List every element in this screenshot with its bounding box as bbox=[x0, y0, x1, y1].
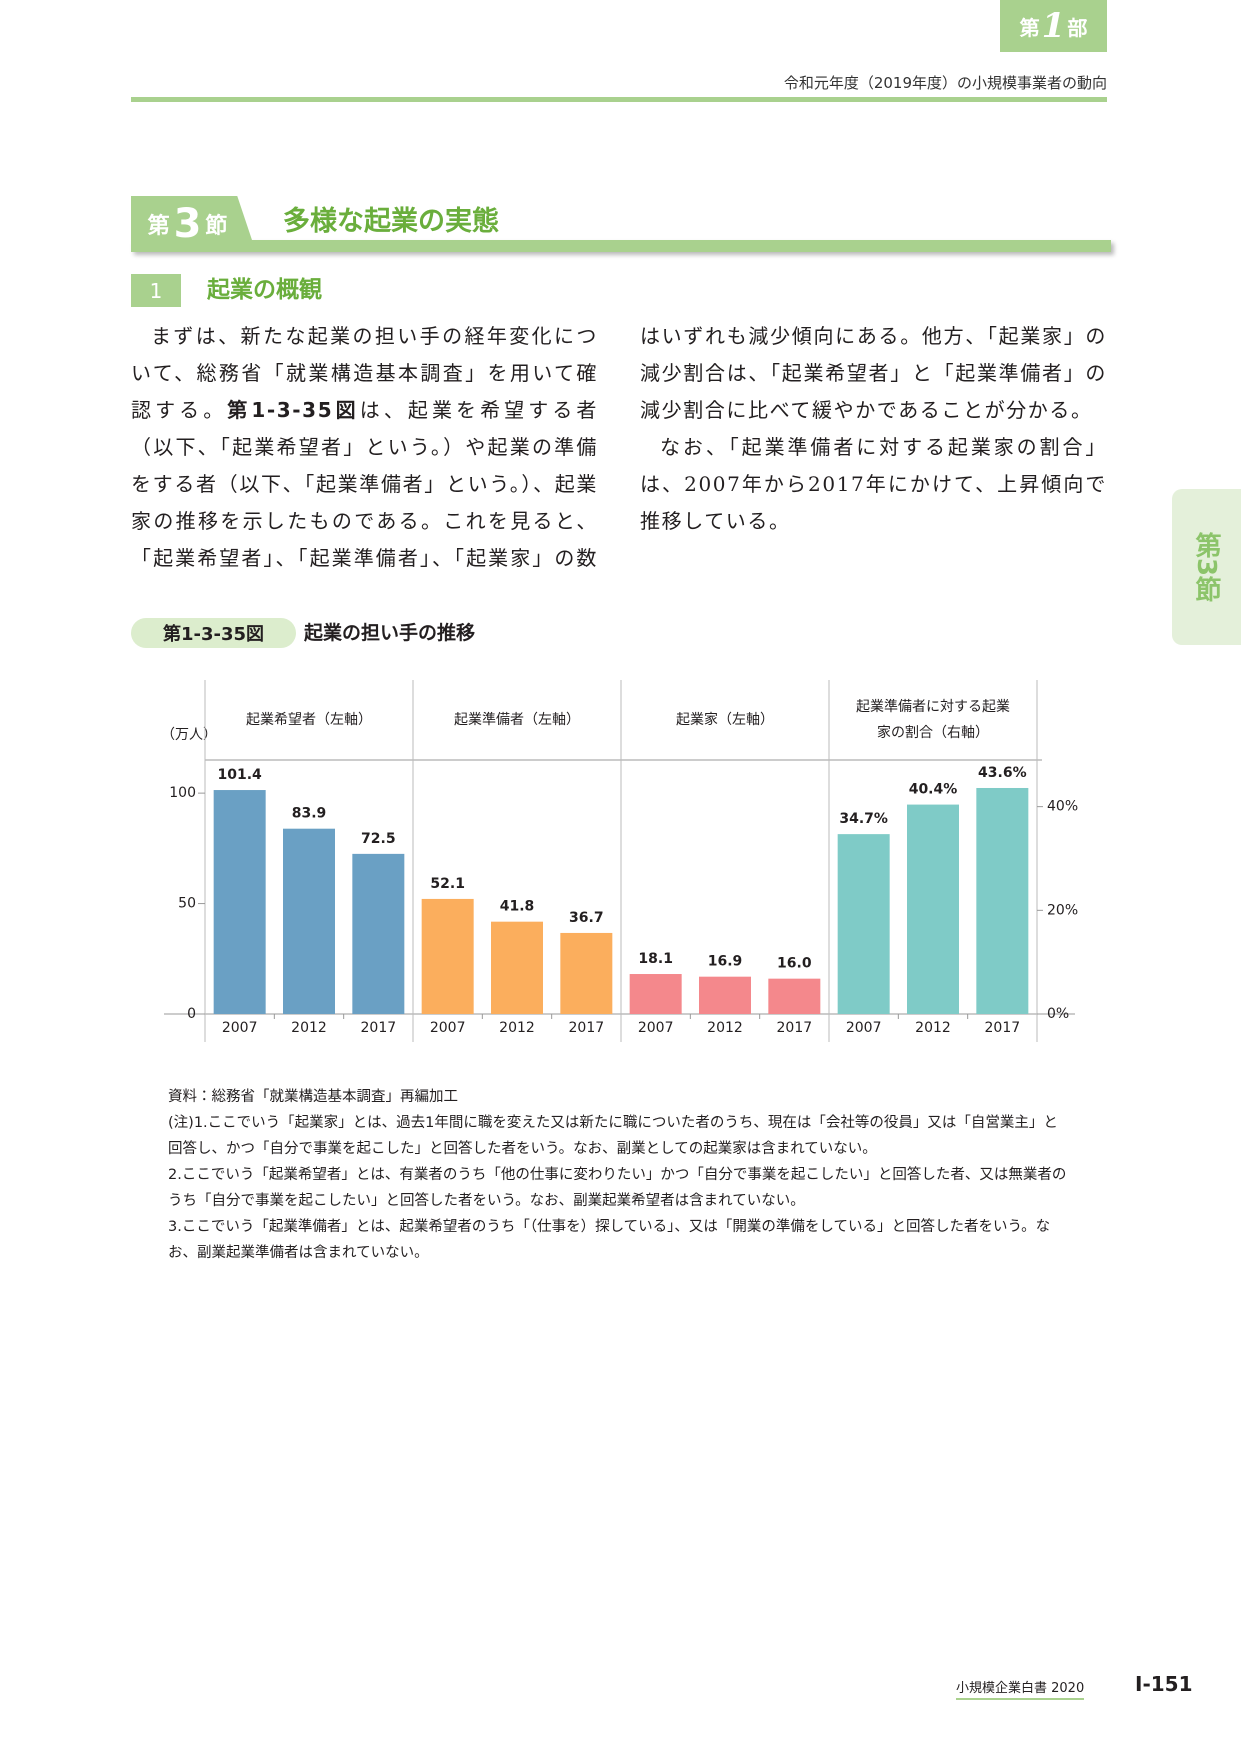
paragraph: なお、「起業準備者に対する起業家の割合」は、2007年から2017年にかけて、上… bbox=[640, 435, 1107, 533]
value-label: 16.0 bbox=[777, 956, 812, 972]
section-suffix: 節 bbox=[205, 214, 228, 239]
note: 2.ここでいう「起業希望者」とは、有業者のうち「他の仕事に変わりたい」かつ「自分… bbox=[168, 1167, 1067, 1209]
x-tick-label: 2012 bbox=[915, 1020, 951, 1036]
text: まずは、新たな起業の担い手の経年変化について、総務省「就業構造基本調査」を用いて… bbox=[131, 324, 598, 422]
section-title: 多様な起業の実態 bbox=[283, 206, 499, 237]
header-rule bbox=[131, 97, 1107, 102]
side-tab: 第3節 bbox=[1172, 489, 1241, 645]
panel-header: 起業準備者に対する起業家の割合（右軸） bbox=[856, 699, 1010, 741]
x-tick-label: 2012 bbox=[291, 1020, 327, 1036]
section-prefix: 第 bbox=[147, 214, 170, 239]
source: 資料：総務省「就業構造基本調査」再編加工 bbox=[168, 1089, 458, 1105]
bar bbox=[768, 978, 821, 1014]
y2-tick-label: 0% bbox=[1047, 1006, 1069, 1022]
bar bbox=[837, 834, 890, 1014]
value-label: 72.5 bbox=[361, 831, 396, 847]
section-number: 3 bbox=[173, 201, 202, 247]
y-tick-label: 50 bbox=[178, 896, 196, 912]
bar bbox=[976, 787, 1029, 1014]
figure-number: 第1-3-35図 bbox=[131, 618, 296, 648]
y-tick-label: 100 bbox=[169, 785, 196, 801]
value-label: 41.8 bbox=[500, 899, 535, 915]
x-tick-label: 2012 bbox=[707, 1020, 743, 1036]
part-tab: 第 1 部 bbox=[1000, 0, 1107, 52]
figure-title: 起業の担い手の推移 bbox=[304, 622, 476, 644]
part-prefix: 第 bbox=[1019, 15, 1040, 40]
x-tick-label: 2007 bbox=[846, 1020, 882, 1036]
value-label: 52.1 bbox=[430, 876, 465, 892]
y-axis-label: （万人） bbox=[161, 727, 217, 743]
x-tick-label: 2017 bbox=[569, 1020, 605, 1036]
value-label: 16.9 bbox=[708, 954, 743, 970]
section-box: 第 3 節 bbox=[131, 196, 256, 252]
y-tick-label: 0 bbox=[187, 1006, 196, 1022]
x-tick-label: 2007 bbox=[222, 1020, 258, 1036]
page-number: Ⅰ-151 bbox=[1135, 1672, 1193, 1696]
y2-tick-label: 40% bbox=[1047, 799, 1078, 815]
part-suffix: 部 bbox=[1067, 15, 1088, 40]
x-tick-label: 2007 bbox=[638, 1020, 674, 1036]
bar bbox=[560, 932, 613, 1014]
footer-book: 小規模企業白書 2020 bbox=[956, 1677, 1085, 1700]
bar bbox=[699, 976, 751, 1014]
value-label: 101.4 bbox=[218, 767, 263, 783]
bar bbox=[352, 853, 405, 1014]
value-label: 40.4% bbox=[909, 782, 958, 798]
note: (注)1.ここでいう「起業家」とは、過去1年間に職を変えた又は新たに職についた者… bbox=[168, 1115, 1058, 1157]
series-name: 起業準備者に対する起業家の割合（右軸） bbox=[856, 699, 1010, 741]
bar bbox=[283, 828, 335, 1014]
series-name: 起業希望者（左軸） bbox=[246, 712, 372, 728]
figure-ref: 第1-3-35図 bbox=[227, 398, 360, 422]
text: は、起業を希望する者（以下、「起業希望者」という。）や起業の準備をする者（以下、… bbox=[131, 324, 1107, 570]
subsection-number: 1 bbox=[131, 274, 181, 307]
subsection-title: 起業の概観 bbox=[207, 277, 322, 303]
series-name: 起業準備者（左軸） bbox=[454, 712, 580, 728]
x-tick-label: 2017 bbox=[361, 1020, 397, 1036]
x-tick-label: 2007 bbox=[430, 1020, 466, 1036]
bar bbox=[421, 898, 474, 1014]
section-bar bbox=[131, 240, 1111, 252]
x-tick-label: 2012 bbox=[499, 1020, 535, 1036]
bar bbox=[491, 921, 543, 1014]
series-name: 起業家（左軸） bbox=[676, 712, 774, 728]
bar bbox=[629, 974, 682, 1014]
body-text: まずは、新たな起業の担い手の経年変化について、総務省「就業構造基本調査」を用いて… bbox=[131, 318, 1107, 580]
part-number: 1 bbox=[1041, 6, 1066, 46]
notes: 資料：総務省「就業構造基本調査」再編加工 (注)1.ここでいう「起業家」とは、過… bbox=[168, 1084, 1068, 1266]
value-label: 34.7% bbox=[839, 811, 888, 827]
chart: （万人） 0 50 100 0% 20% 40% 起業希望者（左軸） 101.4 2007 83.… bbox=[161, 680, 1078, 1042]
y2-tick-label: 20% bbox=[1047, 902, 1078, 918]
panel-header: 起業希望者（左軸） bbox=[246, 712, 372, 728]
x-tick-label: 2017 bbox=[777, 1020, 813, 1036]
value-label: 43.6% bbox=[978, 765, 1027, 781]
value-label: 83.9 bbox=[292, 806, 327, 822]
x-tick-label: 2017 bbox=[985, 1020, 1021, 1036]
paragraph: まずは、新たな起業の担い手の経年変化について、総務省「就業構造基本調査」を用いて… bbox=[131, 318, 1107, 580]
value-label: 36.7 bbox=[569, 910, 604, 926]
value-label: 18.1 bbox=[638, 951, 673, 967]
running-title: 令和元年度（2019年度）の小規模事業者の動向 bbox=[783, 74, 1107, 92]
bar bbox=[907, 804, 959, 1014]
panel-header: 起業準備者（左軸） bbox=[454, 712, 580, 728]
panel-header: 起業家（左軸） bbox=[676, 712, 774, 728]
bar bbox=[213, 790, 266, 1014]
note: 3.ここでいう「起業準備者」とは、起業希望者のうち「（仕事を）探している」、又は… bbox=[168, 1219, 1051, 1261]
